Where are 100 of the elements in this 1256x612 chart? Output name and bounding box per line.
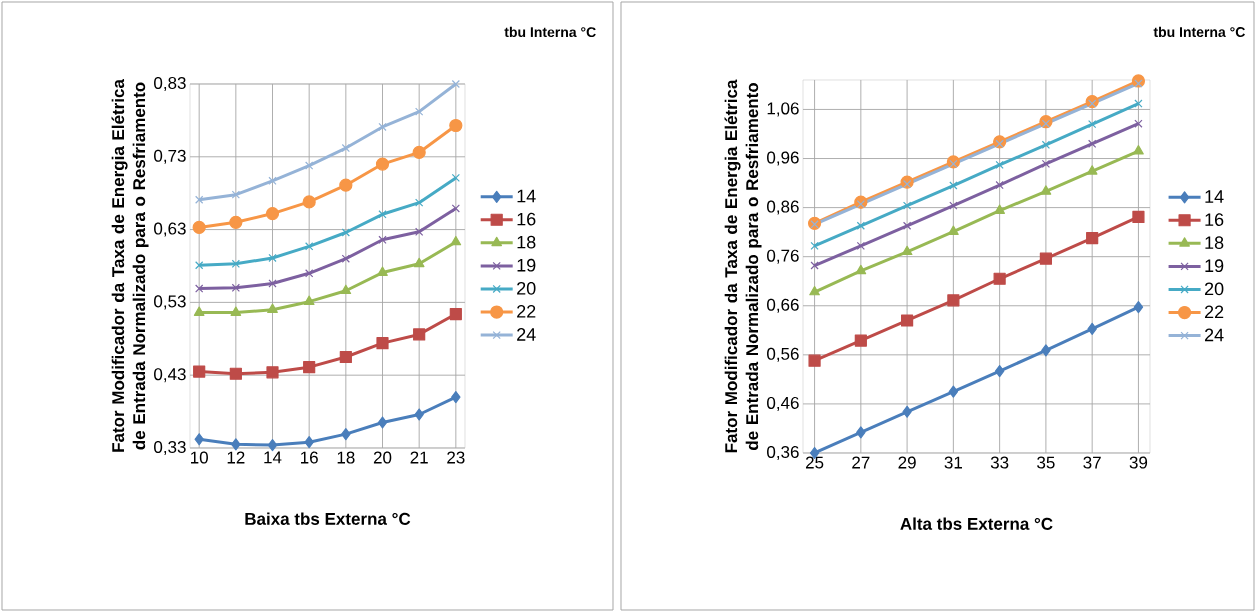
point	[341, 254, 350, 263]
point	[415, 198, 424, 207]
x-tick-label: 27	[852, 456, 870, 469]
y-axis-title: Fator Modificador da Taxa de Energia Elétrica de Entrada Normalizado para o Resfriamento	[111, 79, 149, 452]
point	[949, 181, 958, 190]
point	[1088, 120, 1097, 129]
legend-label: 20	[1204, 282, 1224, 296]
point	[193, 365, 206, 378]
legend-label: 24	[1204, 328, 1224, 342]
legend-label: 22	[1204, 305, 1224, 319]
y-tick-label: 1,06	[767, 102, 799, 117]
point	[267, 303, 278, 314]
point	[303, 361, 316, 374]
point	[305, 242, 314, 251]
x-tick-label: 23	[447, 451, 465, 464]
point	[1086, 231, 1099, 245]
point	[231, 259, 240, 268]
point	[413, 328, 426, 341]
point	[901, 314, 914, 327]
point	[994, 364, 1005, 378]
x-tick-label: 39	[1129, 456, 1148, 469]
point	[993, 272, 1006, 285]
point	[413, 257, 425, 268]
y-axis-title: Fator Modificador da Taxa de Energia Elétrica de Entrada Normalizado para o Resfriamento	[724, 79, 762, 453]
legend-label: 24	[517, 328, 536, 341]
point	[268, 279, 277, 288]
point	[266, 366, 279, 379]
point	[193, 306, 205, 316]
point	[449, 307, 462, 321]
point	[902, 405, 912, 418]
y-tick-label: 0,76	[767, 249, 799, 264]
y-tick-label: 0,96	[767, 151, 799, 166]
y-tick-label: 0,73	[154, 149, 186, 164]
point	[378, 122, 387, 132]
point	[856, 241, 865, 251]
point	[1041, 344, 1051, 357]
point	[376, 337, 389, 350]
x-tick-label: 31	[944, 456, 962, 469]
point	[415, 227, 424, 236]
point	[995, 180, 1004, 190]
x-axis-title: Baixa tbs Externa °C	[245, 512, 411, 525]
point	[339, 350, 352, 364]
legend-label: 18	[517, 235, 536, 249]
point	[1041, 140, 1051, 149]
y-tick-label: 0,33	[154, 440, 186, 456]
point	[192, 220, 206, 234]
point	[231, 190, 240, 199]
point	[1041, 119, 1051, 128]
x-tick-label: 14	[264, 451, 282, 464]
point	[1088, 139, 1097, 148]
point	[1133, 145, 1144, 155]
point	[229, 215, 243, 229]
x-tick-label: 33	[990, 456, 1009, 469]
y-tick-label: 0,56	[767, 347, 799, 362]
point	[810, 261, 819, 270]
point	[810, 241, 819, 251]
point	[304, 436, 314, 449]
point	[451, 173, 460, 183]
x-tick-label: 29	[898, 456, 916, 469]
point	[231, 283, 240, 292]
point	[194, 433, 204, 446]
legend-label: 22	[517, 304, 536, 318]
point	[450, 235, 462, 246]
y-tick-label: 0,86	[767, 200, 799, 215]
point	[231, 438, 241, 451]
point	[414, 408, 424, 421]
point	[1134, 99, 1143, 108]
point	[341, 228, 350, 237]
y-tick-label: 0,66	[767, 298, 799, 313]
point	[1041, 159, 1051, 169]
legend-label: 14	[517, 189, 536, 203]
point	[305, 161, 314, 170]
point	[377, 266, 388, 276]
point	[195, 284, 204, 293]
x-tick-label: 12	[227, 451, 245, 464]
point	[341, 143, 350, 153]
point	[1087, 322, 1097, 335]
point	[947, 294, 960, 307]
point	[375, 157, 390, 171]
point	[1039, 252, 1052, 265]
x-tick-label: 21	[410, 451, 428, 464]
x-tick-label: 18	[337, 451, 355, 464]
point	[948, 225, 959, 235]
point	[902, 179, 912, 189]
y-tick-label: 0,83	[154, 76, 186, 92]
point	[378, 235, 387, 244]
point	[854, 334, 867, 347]
point	[809, 285, 820, 296]
point	[1086, 165, 1098, 175]
point	[268, 176, 277, 185]
point	[1132, 210, 1145, 224]
point	[340, 284, 352, 295]
point	[856, 426, 866, 439]
legend-label: 20	[517, 281, 536, 295]
legend-label: 19	[517, 258, 536, 272]
legend-label: 16	[517, 212, 536, 226]
point	[305, 269, 314, 278]
point	[451, 79, 460, 89]
point	[229, 367, 242, 380]
point	[412, 145, 426, 160]
